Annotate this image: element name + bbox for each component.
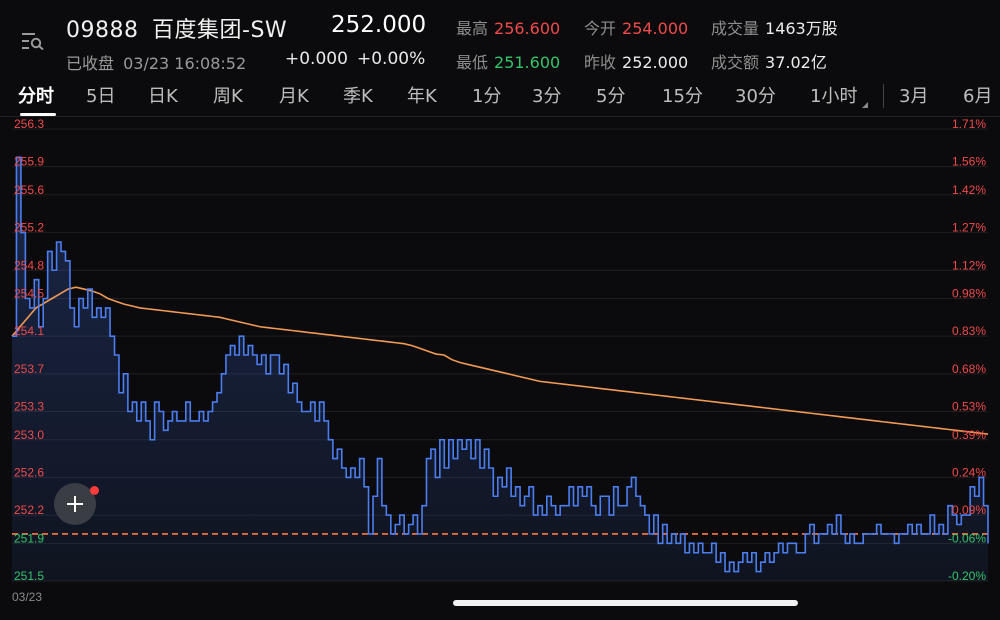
y-tick-pct-label: -0.06% xyxy=(948,531,986,545)
stat-volume-value: 1463万股 xyxy=(765,19,838,38)
tab-15min[interactable]: 15分 xyxy=(662,86,703,107)
stat-turnover: 成交额 37.02亿 xyxy=(711,49,827,73)
stock-name: 百度集团-SW xyxy=(152,18,288,43)
y-tick-pct-label: 1.56% xyxy=(952,155,986,169)
series-price-line xyxy=(12,156,989,573)
stock-code: 09888 xyxy=(66,18,139,43)
stat-prev-close-value: 252.000 xyxy=(622,53,689,72)
stat-high-label: 最高 xyxy=(456,19,489,38)
y-tick-pct-label: 1.71% xyxy=(952,117,986,131)
y-tick-label: 256.3 xyxy=(14,117,44,131)
price-area-fill xyxy=(12,157,988,581)
stat-high: 最高 256.600 xyxy=(456,15,560,39)
series-average-price-line xyxy=(11,286,989,435)
y-tick-label: 254.1 xyxy=(14,324,44,338)
tab-intraday[interactable]: 分时 xyxy=(18,86,54,107)
home-indicator xyxy=(453,600,798,606)
active-tab-underline xyxy=(20,113,56,116)
tab-3min[interactable]: 3分 xyxy=(532,86,562,107)
y-tick-pct-label: 1.12% xyxy=(952,258,986,272)
y-tick-pct-label: 0.83% xyxy=(952,324,986,338)
stat-turnover-label: 成交额 xyxy=(711,53,760,72)
stat-turnover-value: 37.02亿 xyxy=(765,53,827,72)
tab-30min[interactable]: 30分 xyxy=(735,86,776,107)
y-tick-pct-label: 1.27% xyxy=(952,221,986,235)
y-tick-pct-label: 0.09% xyxy=(952,503,986,517)
tab-quarter-k[interactable]: 季K xyxy=(343,86,373,107)
y-tick-pct-label: 0.53% xyxy=(952,400,986,414)
y-tick-label: 254.8 xyxy=(14,258,44,272)
tab-day-k[interactable]: 日K xyxy=(148,86,178,107)
y-tick-label: 254.5 xyxy=(14,287,44,301)
period-tabs: 分时 5日 日K 周K 月K 季K 年K 1分 3分 5分 15分 30分 1小… xyxy=(0,82,1000,116)
stat-open-value: 254.000 xyxy=(622,19,689,38)
notification-dot xyxy=(90,486,99,495)
stat-high-value: 256.600 xyxy=(494,19,561,38)
menu-search-icon[interactable] xyxy=(22,32,44,51)
y-tick-label: 251.9 xyxy=(14,531,44,545)
x-tick-date: 03/23 xyxy=(12,590,42,604)
stat-prev-close-label: 昨收 xyxy=(584,53,617,72)
y-tick-label: 253.0 xyxy=(14,428,44,442)
y-tick-label: 252.2 xyxy=(14,503,44,517)
price-change-pct: +0.00% xyxy=(357,49,426,69)
tab-1hour[interactable]: 1小时 xyxy=(810,86,858,107)
tab-5min[interactable]: 5分 xyxy=(596,86,626,107)
add-button[interactable] xyxy=(54,483,96,525)
y-tick-pct-label: -0.20% xyxy=(948,569,986,583)
tab-3month[interactable]: 3月 xyxy=(899,86,929,107)
tab-1min[interactable]: 1分 xyxy=(472,86,502,107)
stat-prev-close: 昨收 252.000 xyxy=(584,49,688,73)
y-tick-label: 255.9 xyxy=(14,155,44,169)
stat-low-label: 最低 xyxy=(456,53,489,72)
market-status: 已收盘 03/23 16:08:52 xyxy=(66,50,246,74)
stock-title: 09888 百度集团-SW xyxy=(66,12,287,44)
y-tick-pct-label: 0.98% xyxy=(952,287,986,301)
y-tick-label: 255.6 xyxy=(14,183,44,197)
tab-week-k[interactable]: 周K xyxy=(213,86,243,107)
price-change: +0.000 xyxy=(285,49,348,69)
tabs-divider xyxy=(0,116,1000,117)
tab-month-k[interactable]: 月K xyxy=(279,86,309,107)
more-periods-caret-icon[interactable] xyxy=(862,102,868,108)
plus-icon xyxy=(67,496,83,512)
stat-low-value: 251.600 xyxy=(494,53,561,72)
y-tick-pct-label: 0.68% xyxy=(952,362,986,376)
stat-open: 今开 254.000 xyxy=(584,15,688,39)
stat-volume: 成交量 1463万股 xyxy=(711,15,838,39)
tab-divider xyxy=(883,84,884,108)
y-tick-label: 252.6 xyxy=(14,465,44,479)
stat-open-label: 今开 xyxy=(584,19,617,38)
y-tick-label: 253.7 xyxy=(14,362,44,376)
y-tick-label: 255.2 xyxy=(14,221,44,235)
tab-year-k[interactable]: 年K xyxy=(407,86,437,107)
tab-6month[interactable]: 6月 xyxy=(963,86,993,107)
y-tick-pct-label: 1.42% xyxy=(952,183,986,197)
y-tick-label: 251.5 xyxy=(14,569,44,583)
last-price: 252.000 xyxy=(331,12,427,38)
status-text: 已收盘 xyxy=(66,54,115,73)
y-tick-label: 253.3 xyxy=(14,400,44,414)
stat-low: 最低 251.600 xyxy=(456,49,560,73)
stat-volume-label: 成交量 xyxy=(711,19,760,38)
y-tick-pct-label: 0.24% xyxy=(952,465,986,479)
y-tick-pct-label: 0.39% xyxy=(952,428,986,442)
status-datetime: 03/23 16:08:52 xyxy=(123,54,247,73)
tab-5day[interactable]: 5日 xyxy=(86,86,116,107)
